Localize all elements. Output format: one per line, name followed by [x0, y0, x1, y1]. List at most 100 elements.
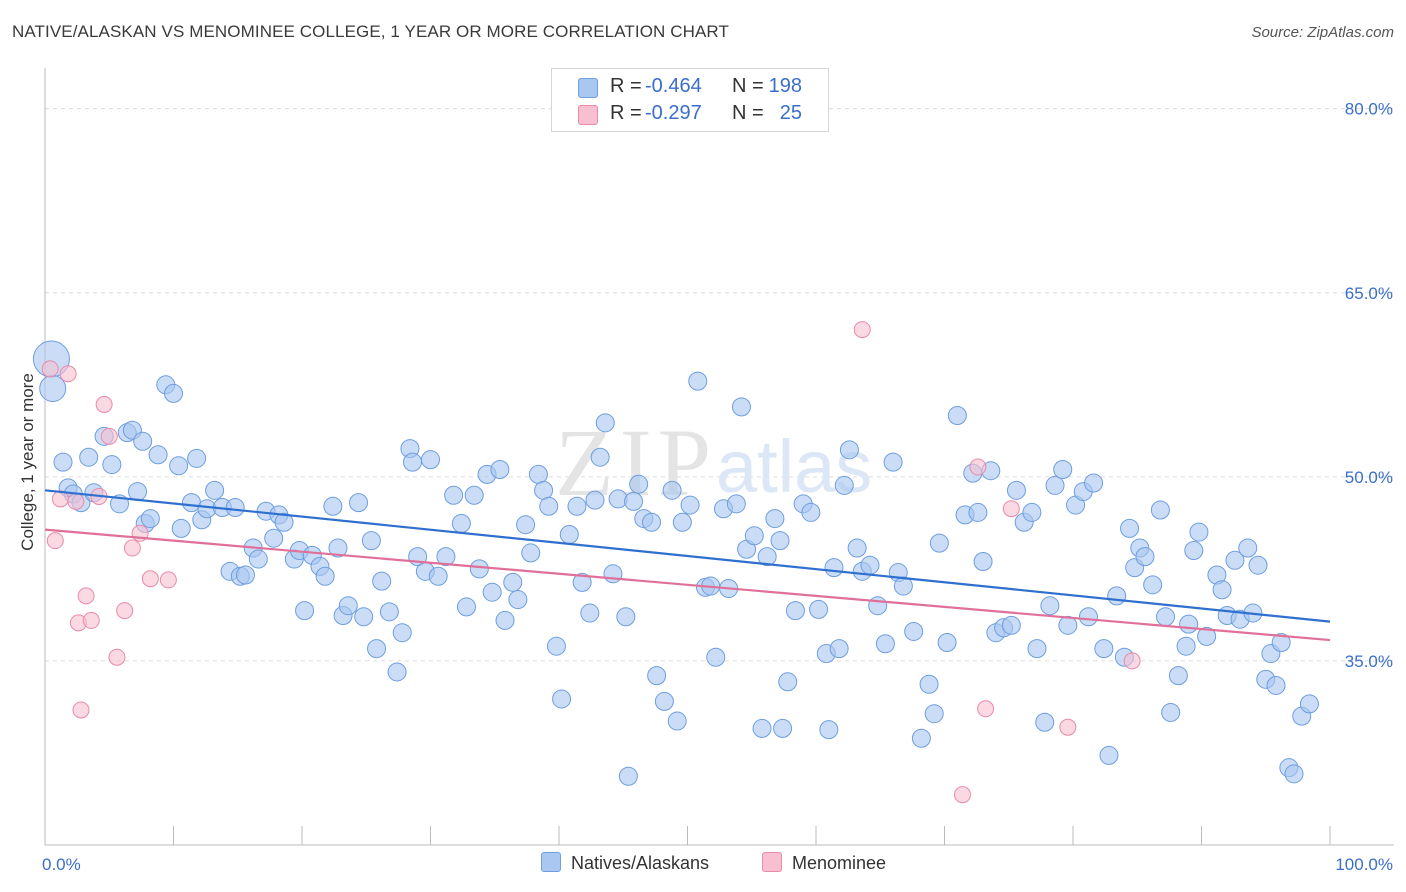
point-menominee — [108, 648, 126, 666]
legend-n-value: 198 — [768, 75, 802, 97]
point-natives-alaskans — [1176, 636, 1196, 656]
point-natives-alaskans — [911, 728, 931, 748]
point-menominee — [82, 611, 100, 629]
series-natives-alaskans — [32, 340, 1319, 786]
legend-n-value: 25 — [779, 102, 802, 124]
legend-r-value: -0.297 — [645, 102, 702, 124]
point-natives-alaskans — [1040, 596, 1060, 616]
point-natives-alaskans — [328, 538, 348, 558]
point-natives-alaskans — [875, 634, 895, 654]
point-natives-alaskans — [680, 495, 700, 515]
point-natives-alaskans — [706, 647, 726, 667]
legend-row-natives: R = -0.464 N = 198 — [552, 74, 828, 100]
point-natives-alaskans — [1035, 712, 1055, 732]
point-natives-alaskans — [726, 494, 746, 514]
legend-r-label: R = — [610, 102, 642, 124]
legend-row-menominee: R = -0.297 N = 25 — [552, 101, 828, 127]
point-natives-alaskans — [968, 502, 988, 522]
point-natives-alaskans — [164, 383, 183, 403]
point-natives-alaskans — [1212, 580, 1232, 600]
point-natives-alaskans — [765, 509, 785, 529]
point-natives-alaskans — [1006, 480, 1026, 500]
point-menominee — [67, 492, 85, 510]
point-natives-alaskans — [372, 571, 392, 591]
point-menominee — [1123, 652, 1141, 670]
point-natives-alaskans — [624, 491, 644, 511]
point-natives-alaskans — [503, 572, 523, 592]
point-natives-alaskans — [128, 482, 148, 502]
point-natives-alaskans — [521, 543, 541, 563]
point-natives-alaskans — [133, 431, 153, 451]
legend-swatch-pink — [578, 105, 598, 125]
point-natives-alaskans — [629, 474, 649, 494]
point-natives-alaskans — [248, 549, 268, 569]
point-natives-alaskans — [469, 559, 489, 579]
point-natives-alaskans — [534, 480, 554, 500]
legend-swatch-blue — [541, 852, 561, 872]
legend-natives-label: Natives/Alaskans — [571, 853, 710, 873]
point-natives-alaskans — [349, 493, 369, 513]
point-natives-alaskans — [528, 464, 548, 484]
point-menominee — [95, 395, 113, 413]
point-menominee — [977, 700, 995, 718]
point-natives-alaskans — [868, 596, 888, 616]
point-natives-alaskans — [361, 531, 381, 551]
point-natives-alaskans — [829, 639, 849, 659]
point-natives-alaskans — [973, 552, 993, 572]
point-natives-alaskans — [274, 512, 294, 532]
point-menominee — [77, 587, 95, 605]
point-natives-alaskans — [1022, 502, 1042, 522]
point-menominee — [969, 458, 987, 476]
point-natives-alaskans — [187, 448, 207, 468]
point-natives-alaskans — [559, 525, 579, 545]
point-natives-alaskans — [140, 509, 160, 529]
point-natives-alaskans — [338, 596, 358, 616]
legend-n-label: N = — [732, 102, 764, 124]
point-natives-alaskans — [757, 547, 777, 567]
point-natives-alaskans — [1284, 764, 1304, 784]
point-natives-alaskans — [919, 674, 939, 694]
point-menominee — [159, 571, 177, 589]
point-natives-alaskans — [392, 623, 412, 643]
point-natives-alaskans — [744, 526, 764, 546]
point-natives-alaskans — [688, 371, 708, 391]
point-natives-alaskans — [785, 601, 805, 621]
point-natives-alaskans — [403, 452, 423, 472]
point-natives-alaskans — [929, 533, 949, 553]
point-natives-alaskans — [642, 512, 662, 532]
point-natives-alaskans — [1238, 538, 1258, 558]
point-natives-alaskans — [1135, 547, 1155, 567]
point-natives-alaskans — [387, 662, 407, 682]
point-natives-alaskans — [667, 711, 687, 731]
point-natives-alaskans — [770, 531, 790, 551]
legend-n-label: N = — [732, 75, 764, 97]
point-natives-alaskans — [495, 610, 515, 630]
point-natives-alaskans — [595, 413, 615, 433]
y-tick-label: 35.0% — [1345, 652, 1393, 671]
point-natives-alaskans — [148, 445, 168, 465]
axes — [44, 68, 1394, 846]
point-natives-alaskans — [590, 447, 610, 467]
point-natives-alaskans — [552, 689, 572, 709]
chart-title: NATIVE/ALASKAN VS MENOMINEE COLLEGE, 1 Y… — [12, 22, 729, 41]
point-natives-alaskans — [169, 456, 189, 476]
point-natives-alaskans — [1058, 615, 1078, 635]
point-natives-alaskans — [1094, 639, 1114, 659]
trend-line-menominee — [44, 528, 1331, 642]
point-natives-alaskans — [235, 565, 255, 585]
point-natives-alaskans — [456, 597, 476, 617]
legend-swatch-blue — [578, 78, 598, 98]
point-natives-alaskans — [379, 602, 399, 622]
legend-r-label: R = — [610, 75, 642, 97]
point-natives-alaskans — [824, 558, 844, 578]
point-menominee — [41, 360, 59, 378]
y-tick-label: 50.0% — [1345, 468, 1393, 487]
point-natives-alaskans — [662, 480, 682, 500]
trend-line-natives-alaskans — [44, 489, 1331, 623]
y-axis-label: College, 1 year or more — [18, 373, 37, 551]
point-natives-alaskans — [264, 528, 284, 548]
tick-labels: 35.0% 50.0% 65.0% 80.0% 0.0% 100.0% — [42, 100, 1393, 874]
point-natives-alaskans — [809, 599, 829, 619]
point-natives-alaskans — [428, 566, 448, 586]
